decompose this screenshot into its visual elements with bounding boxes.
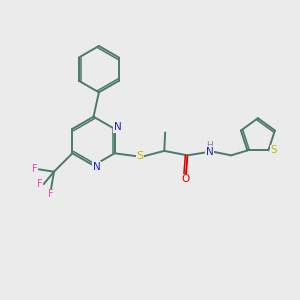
- Text: S: S: [136, 151, 143, 161]
- Text: S: S: [270, 146, 277, 155]
- Text: F: F: [37, 179, 43, 189]
- Text: N: N: [114, 122, 122, 132]
- Text: O: O: [182, 174, 190, 184]
- Text: N: N: [206, 147, 214, 157]
- Text: F: F: [48, 189, 54, 199]
- Text: H: H: [206, 141, 213, 150]
- Text: N: N: [93, 162, 101, 172]
- Text: F: F: [32, 164, 38, 174]
